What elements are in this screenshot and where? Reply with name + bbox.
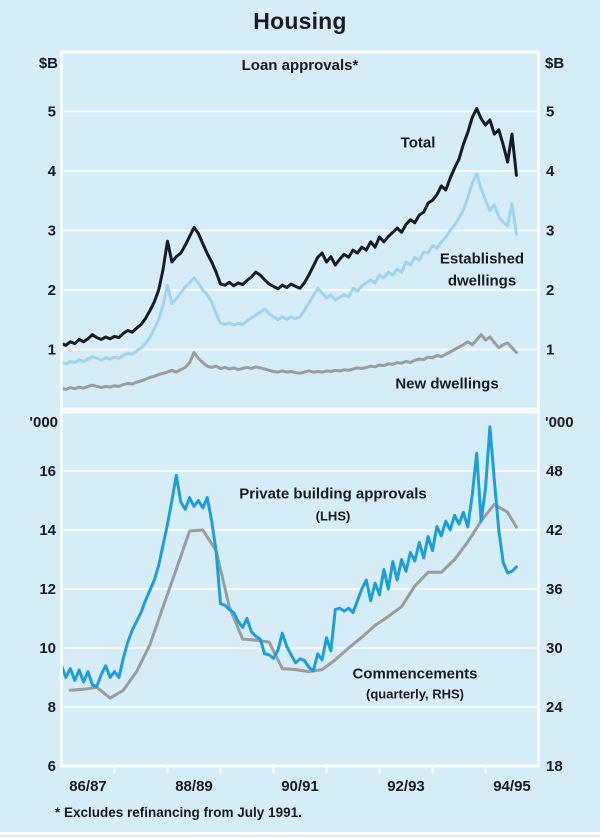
bottom-axis-label-left-14: 14 [39, 522, 56, 539]
total-line [61, 107, 518, 347]
page-title: Housing [253, 8, 347, 34]
top-axis-label-left-5: 5 [48, 104, 56, 121]
total-series-label: Total [400, 134, 436, 152]
bottom-panel-frame [60, 410, 540, 768]
bottom-border-strip [0, 832, 600, 835]
established-series-label-line2: dwellings [447, 272, 517, 290]
x-axis-label-88-89: 88/89 [175, 778, 213, 795]
x-axis-label-92-93: 92/93 [387, 778, 425, 795]
new-dwellings-series-label: New dwellings [395, 375, 499, 393]
top-axis-label-left-2: 2 [48, 282, 56, 299]
established-series-label-line1: Established [439, 250, 525, 268]
top-axis-label-right-5: 5 [546, 104, 554, 121]
bottom-right-unit-label: '000 [545, 414, 574, 431]
top-axis-label-left-4: 4 [48, 163, 57, 180]
bottom-axis-label-left-6: 6 [48, 758, 56, 775]
top-axis-label-right-2: 2 [546, 282, 554, 299]
top-panel-frame [60, 50, 540, 411]
top-axis-label-right-1: 1 [546, 342, 554, 359]
private-building-approvals-lhs-line [61, 425, 518, 688]
bottom-axis-label-left-12: 12 [39, 581, 56, 598]
footnote: * Excludes refinancing from July 1991. [55, 805, 302, 820]
top-axis-label-right-4: 4 [546, 163, 555, 180]
bottom-axis-label-right-18: 18 [546, 758, 563, 775]
bottom-axis-label-right-48: 48 [546, 463, 563, 480]
bottom-axis-label-right-24: 24 [546, 699, 563, 716]
approvals-series-label-line1: Private building approvals [239, 485, 427, 503]
bottom-left-unit-label: '000 [29, 414, 58, 431]
commencements-series-label-line1: Commencements [352, 665, 478, 683]
bottom-axis-label-right-36: 36 [546, 581, 563, 598]
bottom-axis-label-left-16: 16 [39, 463, 56, 480]
bottom-axis-label-left-10: 10 [39, 640, 56, 657]
top-right-unit-label: $B [545, 55, 565, 72]
new-dwellings-line [61, 333, 518, 391]
top-panel-title: Loan approvals* [241, 57, 359, 74]
bottom-axis-label-left-8: 8 [48, 699, 56, 716]
top-axis-label-left-1: 1 [48, 342, 56, 359]
top-left-unit-label: $B [38, 55, 58, 72]
bottom-axis-label-right-30: 30 [546, 640, 563, 657]
commencements-quarterly-rhs-line [68, 502, 518, 700]
top-axis-label-left-3: 3 [48, 223, 56, 240]
top-axis-label-right-3: 3 [546, 223, 554, 240]
established-dwellings-line [61, 172, 518, 366]
x-axis-label-94-95: 94/95 [493, 778, 531, 795]
commencements-series-label-line2: (quarterly, RHS) [366, 686, 464, 702]
approvals-series-label-line2: (LHS) [315, 508, 351, 524]
x-axis-label-90-91: 90/91 [281, 778, 319, 795]
x-axis-label-86-87: 86/87 [69, 778, 107, 795]
bottom-axis-label-right-42: 42 [546, 522, 563, 539]
